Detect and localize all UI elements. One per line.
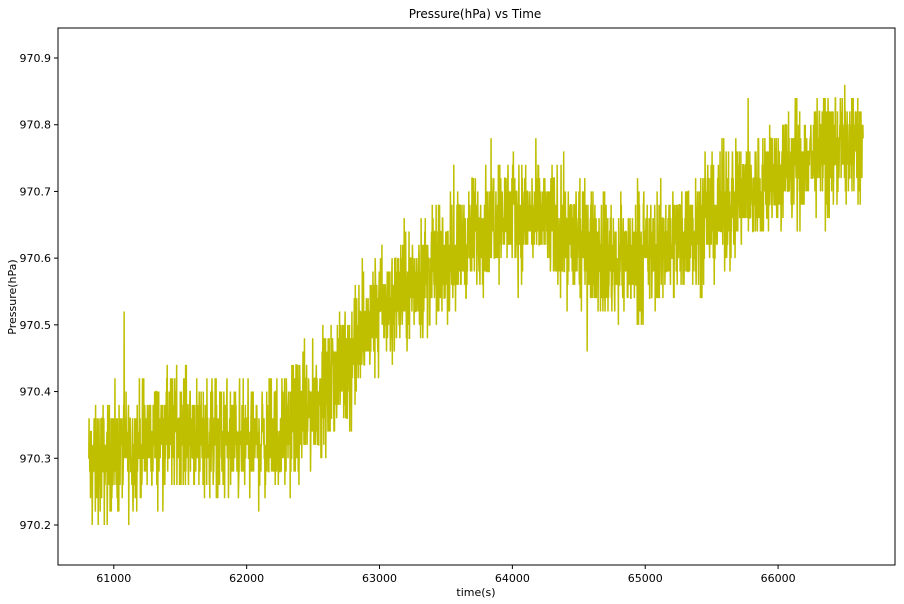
y-tick-label: 970.2 bbox=[20, 519, 52, 532]
pressure-series-line bbox=[88, 84, 864, 525]
y-tick-label: 970.8 bbox=[20, 119, 52, 132]
x-tick-label: 63000 bbox=[362, 572, 397, 585]
chart-title: Pressure(hPa) vs Time bbox=[409, 7, 542, 21]
y-tick-label: 970.7 bbox=[20, 185, 52, 198]
x-axis: 61000 62000 63000 64000 65000 66000 bbox=[96, 565, 796, 585]
y-tick-label: 970.4 bbox=[20, 386, 52, 399]
series-layer bbox=[88, 84, 864, 525]
x-tick-label: 66000 bbox=[761, 572, 796, 585]
y-tick-label: 970.3 bbox=[20, 452, 52, 465]
y-tick-label: 970.6 bbox=[20, 252, 52, 265]
y-tick-label: 970.9 bbox=[20, 52, 52, 65]
x-tick-label: 61000 bbox=[96, 572, 131, 585]
x-tick-label: 65000 bbox=[628, 572, 663, 585]
x-tick-label: 64000 bbox=[495, 572, 530, 585]
x-axis-label: time(s) bbox=[456, 586, 495, 599]
y-axis: 970.2 970.3 970.4 970.5 970.6 970.7 970.8 970.9 bbox=[20, 52, 58, 532]
x-tick-label: 62000 bbox=[229, 572, 264, 585]
plot-area bbox=[88, 84, 864, 525]
y-axis-label: Pressure(hPa) bbox=[6, 259, 19, 334]
axes-frame bbox=[57, 27, 896, 566]
y-tick-label: 970.5 bbox=[20, 319, 52, 332]
